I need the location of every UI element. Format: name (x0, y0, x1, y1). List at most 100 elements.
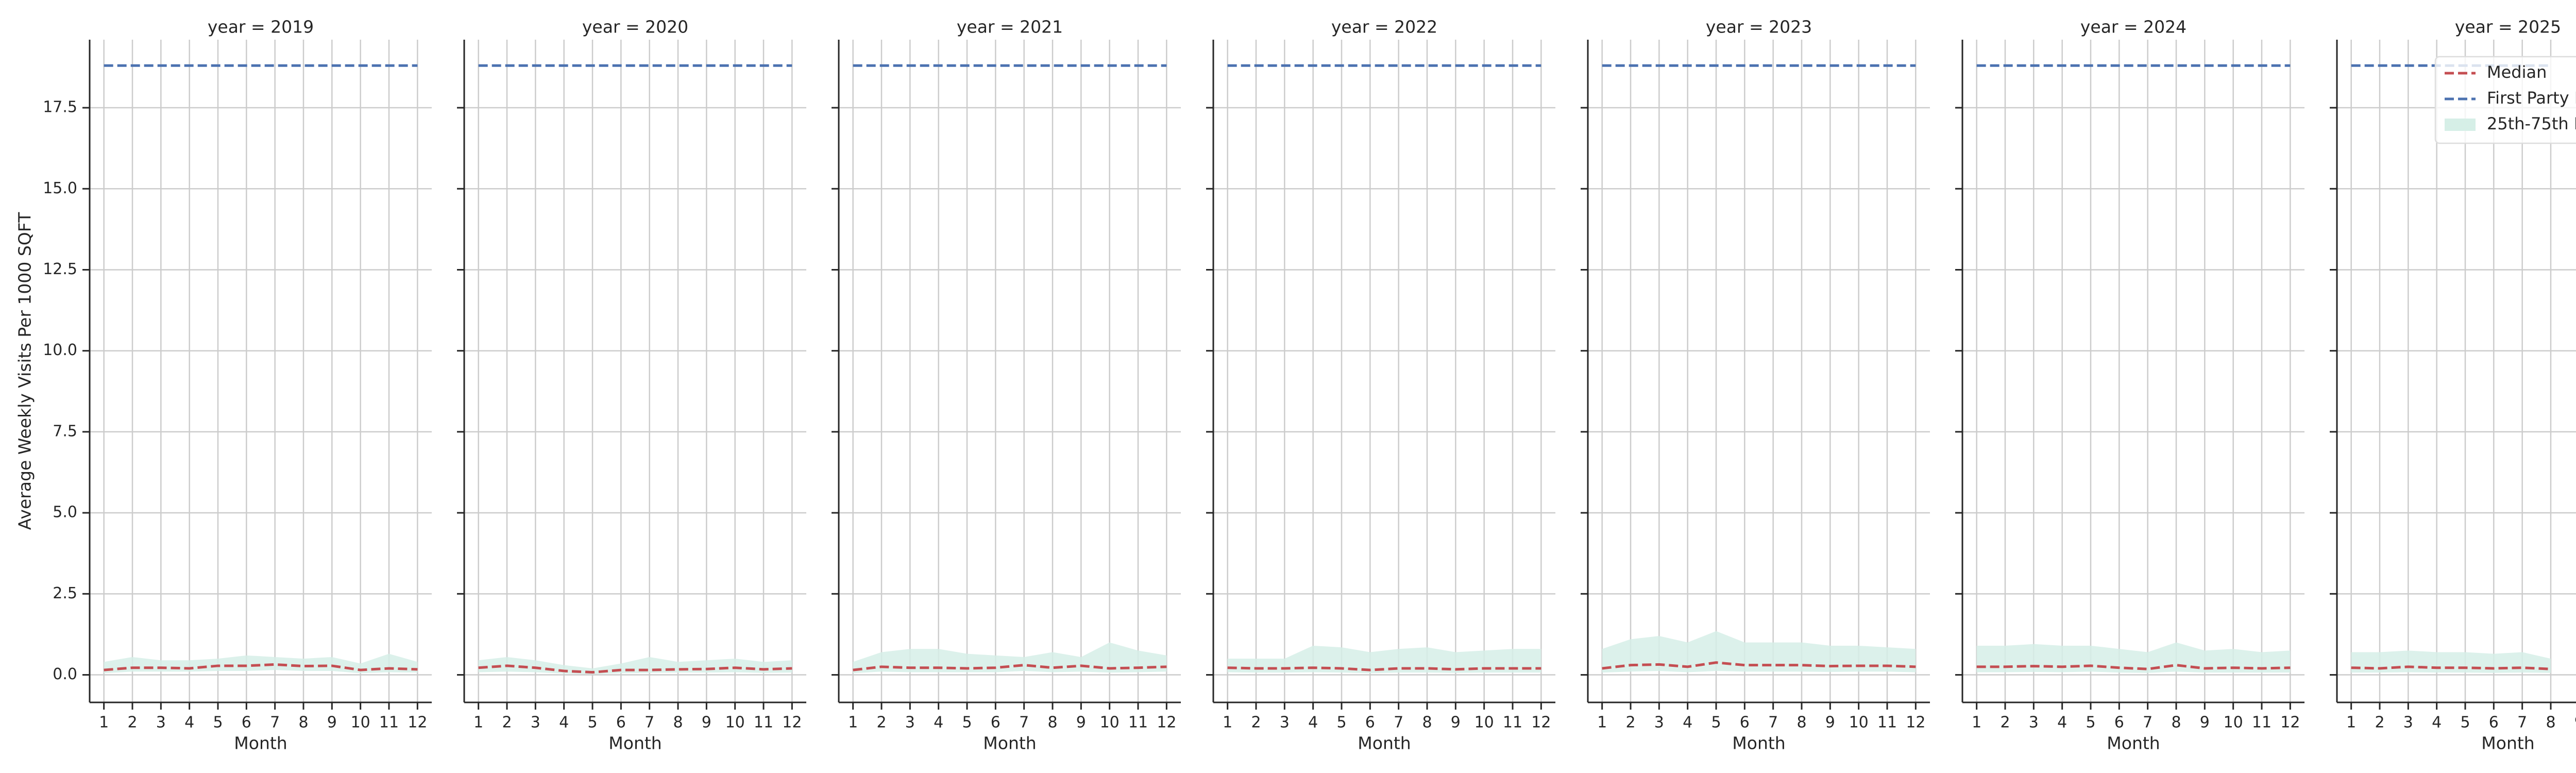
x-tick-label: 4 (934, 714, 943, 732)
median-line (2351, 665, 2551, 670)
x-tick-label: 1 (1972, 714, 1981, 732)
x-tick-label: 6 (616, 714, 626, 732)
x-tick-label: 7 (1768, 714, 1778, 732)
x-tick-label: 12 (1531, 714, 1551, 732)
x-tick-label: 6 (991, 714, 1001, 732)
median-line (104, 663, 418, 671)
x-tick-label: 8 (1797, 714, 1806, 732)
x-tick-label: 5 (962, 714, 972, 732)
x-tick-label: 8 (1047, 714, 1057, 732)
median-line (478, 664, 792, 674)
x-tick-label: 5 (1711, 714, 1721, 732)
x-tick-label: 9 (2574, 714, 2576, 732)
legend-label: 25th-75th Percentile (2487, 114, 2576, 133)
x-tick-label: 7 (1394, 714, 1403, 732)
y-tick-label: 15.0 (43, 179, 77, 197)
y-tick-label: 12.5 (43, 260, 77, 278)
x-axis-label: Month (2107, 733, 2160, 753)
y-tick-label: 0.0 (53, 665, 77, 683)
x-tick-label: 4 (1683, 714, 1692, 732)
x-tick-label: 4 (559, 714, 569, 732)
x-tick-label: 8 (298, 714, 308, 732)
y-tick-label: 17.5 (43, 98, 77, 116)
x-tick-label: 1 (2346, 714, 2356, 732)
x-tick-label: 12 (2280, 714, 2300, 732)
x-tick-label: 3 (156, 714, 166, 732)
x-tick-label: 8 (2546, 714, 2555, 732)
x-tick-label: 1 (1597, 714, 1607, 732)
x-tick-label: 5 (587, 714, 597, 732)
x-tick-label: 7 (270, 714, 280, 732)
x-tick-label: 6 (2489, 714, 2499, 732)
x-tick-label: 2 (2000, 714, 2010, 732)
x-tick-label: 3 (1280, 714, 1290, 732)
x-tick-label: 2 (1625, 714, 1635, 732)
facet-title: year = 2022 (1331, 17, 1437, 37)
x-axis-label: Month (234, 733, 287, 753)
y-axis-label: Average Weekly Visits Per 1000 SQFT (15, 212, 35, 530)
x-tick-label: 11 (754, 714, 773, 732)
x-tick-label: 10 (2224, 714, 2243, 732)
x-tick-label: 6 (242, 714, 251, 732)
y-tick-label: 7.5 (53, 422, 77, 440)
x-tick-label: 5 (1336, 714, 1346, 732)
x-tick-label: 12 (1906, 714, 1925, 732)
x-tick-label: 2 (1251, 714, 1261, 732)
facet-title: year = 2019 (208, 17, 314, 37)
x-tick-label: 7 (1019, 714, 1029, 732)
x-tick-label: 2 (2375, 714, 2384, 732)
x-tick-label: 3 (2403, 714, 2413, 732)
x-tick-label: 7 (2517, 714, 2527, 732)
facet-title: year = 2021 (957, 17, 1063, 37)
x-tick-label: 10 (725, 714, 745, 732)
y-tick-label: 5.0 (53, 503, 77, 522)
facet-title: year = 2020 (582, 17, 688, 37)
x-tick-label: 9 (2200, 714, 2210, 732)
percentile-band (104, 653, 418, 674)
y-tick-label: 2.5 (53, 584, 77, 602)
facet-title: year = 2025 (2455, 17, 2561, 37)
x-tick-label: 3 (2029, 714, 2039, 732)
x-tick-label: 11 (1128, 714, 1148, 732)
x-tick-label: 7 (645, 714, 654, 732)
x-tick-label: 2 (876, 714, 886, 732)
x-tick-label: 7 (2143, 714, 2153, 732)
x-tick-label: 4 (184, 714, 194, 732)
x-tick-label: 3 (531, 714, 540, 732)
x-axis-label: Month (1732, 733, 1785, 753)
x-tick-label: 10 (351, 714, 370, 732)
x-tick-label: 4 (2432, 714, 2442, 732)
y-tick-label: 10.0 (43, 341, 77, 359)
x-tick-label: 12 (782, 714, 802, 732)
median-line (1227, 666, 1541, 671)
x-tick-label: 10 (1100, 714, 1120, 732)
x-tick-label: 11 (1503, 714, 1522, 732)
x-tick-label: 11 (1877, 714, 1897, 732)
x-tick-label: 3 (905, 714, 915, 732)
x-axis-label: Month (608, 733, 662, 753)
x-tick-label: 6 (2114, 714, 2124, 732)
facet-title: year = 2023 (1706, 17, 1812, 37)
legend-label: First Party Median (2487, 88, 2576, 108)
percentile-band (1602, 631, 1916, 673)
x-tick-label: 12 (1157, 714, 1176, 732)
x-tick-label: 4 (1308, 714, 1318, 732)
x-tick-label: 1 (848, 714, 858, 732)
percentile-band (1976, 642, 2291, 673)
legend-swatch (2445, 119, 2476, 131)
legend-label: Median (2487, 62, 2547, 82)
x-axis-label: Month (1358, 733, 1411, 753)
x-tick-label: 8 (2171, 714, 2181, 732)
x-tick-label: 4 (2057, 714, 2067, 732)
x-tick-label: 11 (2252, 714, 2272, 732)
x-tick-label: 1 (99, 714, 109, 732)
x-tick-label: 6 (1365, 714, 1375, 732)
median-line (1976, 664, 2291, 670)
x-tick-label: 2 (502, 714, 512, 732)
x-tick-label: 9 (1451, 714, 1461, 732)
x-tick-label: 5 (2460, 714, 2470, 732)
x-tick-label: 9 (1076, 714, 1086, 732)
